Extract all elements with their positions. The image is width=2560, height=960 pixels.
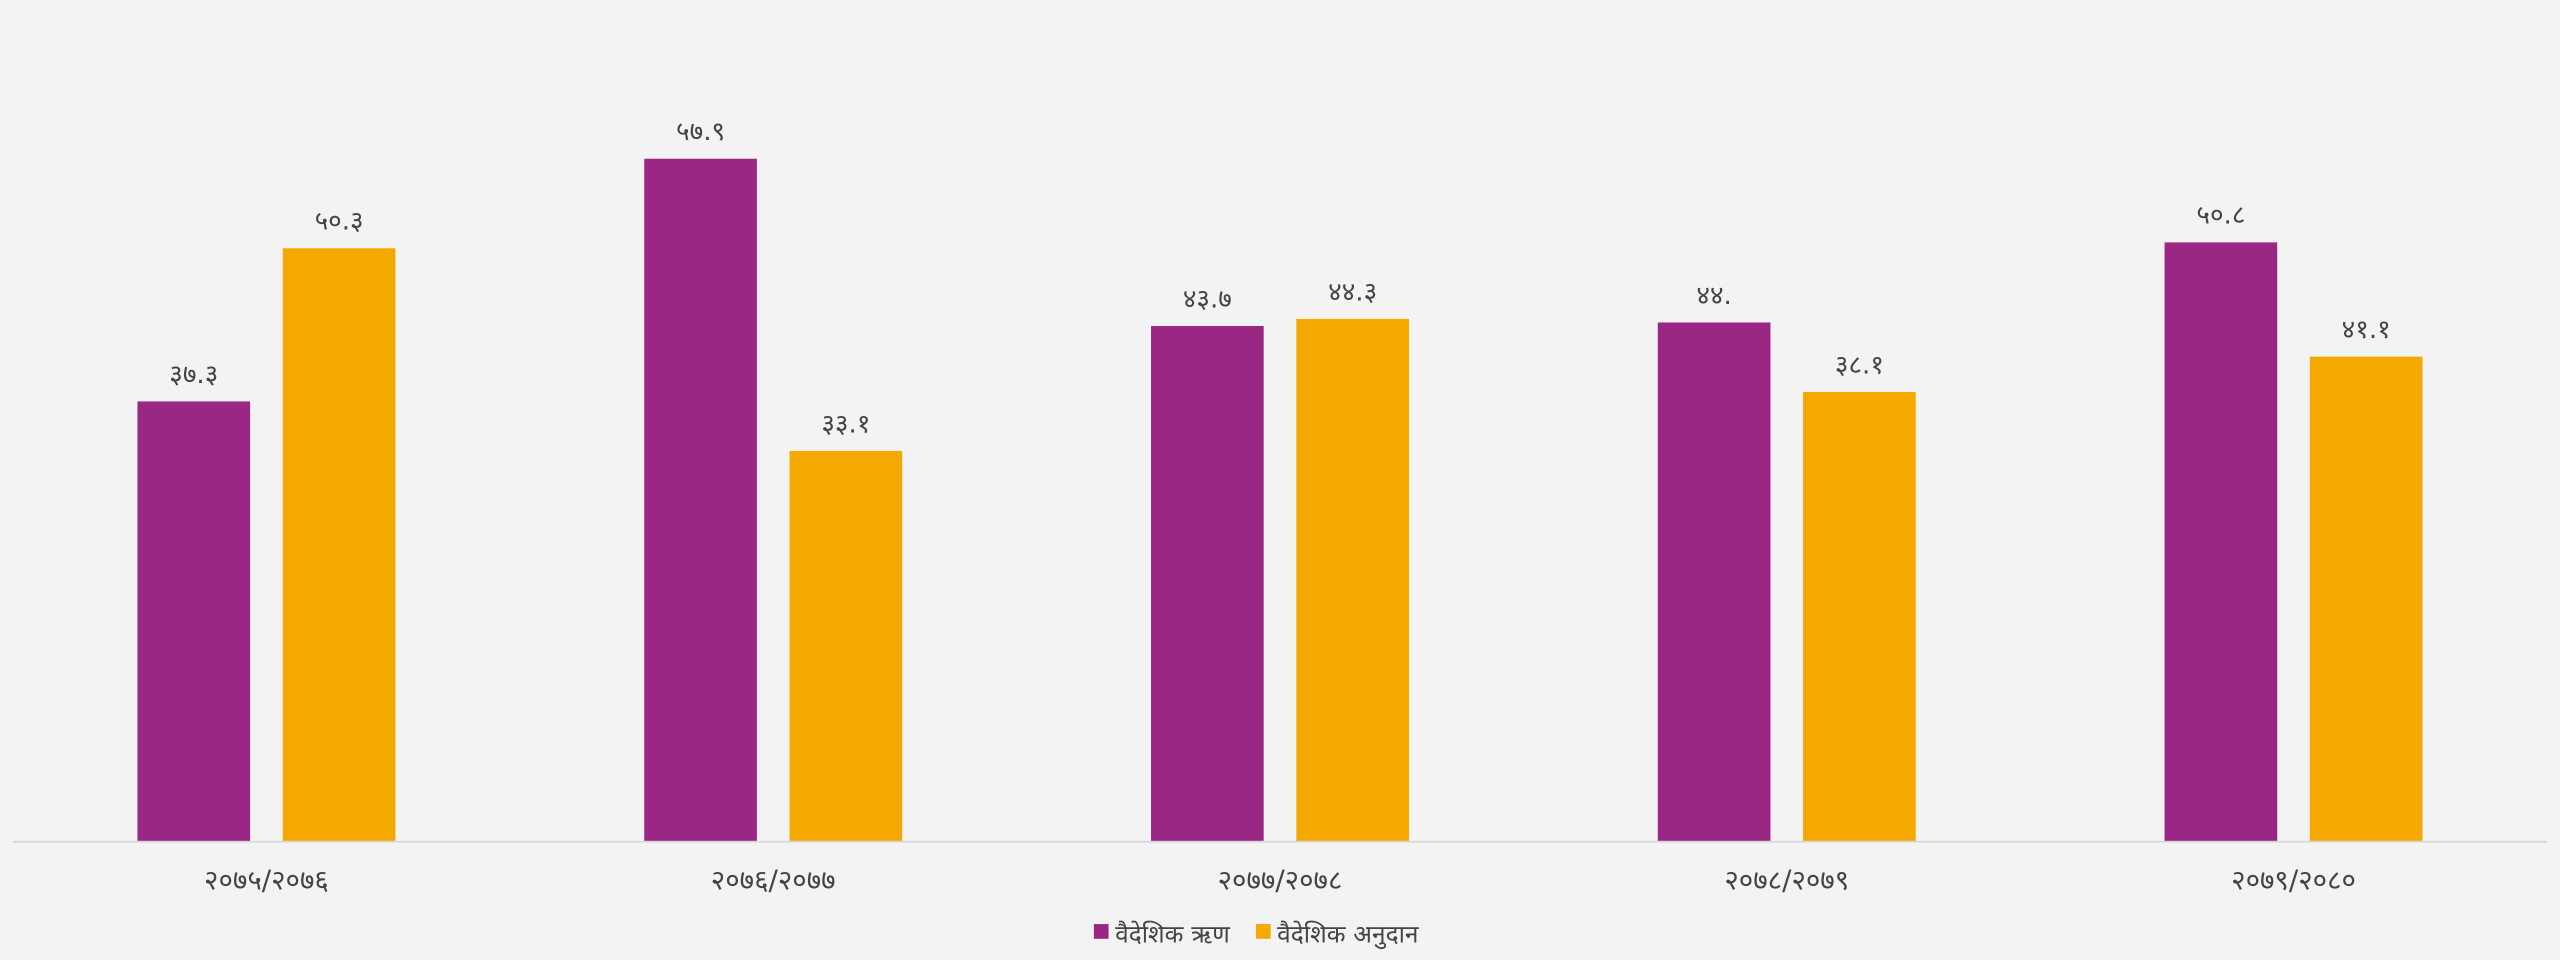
data-label: ४४.३ xyxy=(1328,277,1377,307)
x-tick-label: २०७६/२०७७ xyxy=(711,864,836,897)
x-tick-label: २०७५/२०७६ xyxy=(204,864,329,897)
bar xyxy=(2164,242,2278,841)
x-tick-label: २०७८/२०७९ xyxy=(1724,864,1849,897)
bar xyxy=(2309,356,2423,841)
legend-label: वैदेशिक अनुदान xyxy=(1277,920,1419,950)
legend-label: वैदेशिक ऋण xyxy=(1115,920,1231,949)
bar xyxy=(1296,318,1409,841)
bar xyxy=(1657,322,1771,841)
data-label: ४४. xyxy=(1696,281,1731,311)
legend-swatch xyxy=(1255,924,1271,939)
legend-swatch xyxy=(1093,924,1109,939)
data-label: ३३.१ xyxy=(821,409,870,439)
bar xyxy=(789,450,903,841)
data-label: ४३.७ xyxy=(1183,284,1232,314)
data-label: ५७.९ xyxy=(676,117,725,147)
bar xyxy=(137,401,251,841)
data-label: ३८.१ xyxy=(1835,350,1884,380)
x-tick-label: २०७७/२०७८ xyxy=(1218,864,1343,897)
data-label: ४१.१ xyxy=(2342,315,2391,345)
bar xyxy=(1151,326,1264,841)
data-label: ५०.३ xyxy=(315,207,364,237)
bar xyxy=(282,248,396,841)
bar xyxy=(644,158,757,841)
bar xyxy=(1803,391,1916,841)
data-label: ५०.८ xyxy=(2196,201,2245,231)
x-tick-label: २०७९/२०८० xyxy=(2231,864,2356,897)
data-label: ३७.३ xyxy=(169,360,218,390)
